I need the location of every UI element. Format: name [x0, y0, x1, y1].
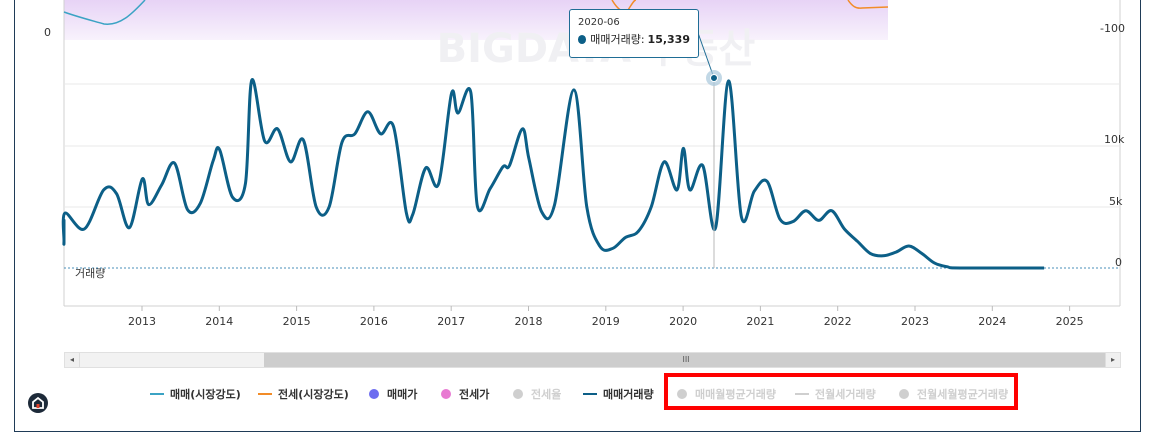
y-axis-title: 거래량	[75, 267, 105, 280]
legend: 매매(시장강도) 전세(시장강도) 매매가 전세가 전세율 매매거래량 매매월평…	[0, 383, 1154, 407]
legend-item-rent-monthly-avg[interactable]: 전월세월평균거래량	[899, 383, 1008, 405]
legend-label: 매매월평균거래량	[695, 388, 776, 401]
legend-item-buy-strength[interactable]: 매매(시장강도)	[150, 383, 241, 405]
legend-dot-icon	[441, 389, 451, 399]
tooltip-pointer	[696, 29, 715, 79]
legend-dot-icon	[369, 389, 379, 399]
scroll-left-arrow-icon[interactable]: ◂	[65, 353, 80, 367]
legend-dot-icon	[677, 389, 687, 399]
legend-line-icon	[583, 393, 597, 395]
legend-label: 전세율	[531, 388, 562, 401]
market-strength-panel	[64, 0, 888, 40]
tooltip-date: 2020-06	[578, 17, 620, 28]
legend-item-jeonse-ratio[interactable]: 전세율	[513, 383, 561, 405]
right-y-tick-10k: 10k	[1104, 133, 1125, 146]
legend-item-sale-price[interactable]: 매매가	[369, 383, 417, 405]
x-tick-label: 2015	[283, 315, 311, 328]
x-tick-label: 2023	[901, 315, 929, 328]
legend-label: 매매(시장강도)	[170, 388, 241, 401]
tooltip-row: 매매거래량:15,339	[578, 31, 690, 47]
x-tick-label: 2022	[824, 315, 852, 328]
legend-item-rent-trade[interactable]: 전월세거래량	[795, 383, 876, 405]
legend-dot-icon	[899, 389, 909, 399]
right-y-tick-0: 0	[1115, 256, 1122, 269]
legend-label: 매매거래량	[603, 388, 654, 401]
x-tick-label: 2024	[978, 315, 1006, 328]
x-tick-label: 2013	[128, 315, 156, 328]
legend-dot-icon	[513, 389, 523, 399]
x-tick-label: 2019	[592, 315, 620, 328]
x-tick-label: 2018	[515, 315, 543, 328]
x-tick-label: 2025	[1056, 315, 1084, 328]
legend-item-monthly-avg-trade[interactable]: 매매월평균거래량	[677, 383, 776, 405]
x-tick-label: 2016	[360, 315, 388, 328]
highlight-box	[664, 373, 1018, 410]
x-tick-label: 2014	[205, 315, 233, 328]
legend-line-icon	[258, 393, 272, 395]
horizontal-scrollbar[interactable]: ◂ III ▸	[64, 352, 1121, 368]
market-strength-rent-line-b	[847, 0, 889, 9]
home-icon[interactable]	[28, 393, 48, 413]
scroll-right-arrow-icon[interactable]: ▸	[1105, 353, 1120, 367]
x-tick-label: 2020	[669, 315, 697, 328]
legend-label: 전월세거래량	[815, 388, 876, 401]
tooltip: 2020-06 매매거래량:15,339	[569, 9, 699, 58]
legend-label: 전세(시장강도)	[278, 388, 349, 401]
legend-line-icon	[150, 393, 164, 395]
x-axis-ticks: 2013 2014 2015 2016 2017 2018 2019 2020 2021 2022…	[128, 306, 1084, 328]
legend-item-rent-strength[interactable]: 전세(시장강도)	[258, 383, 349, 405]
market-strength-buy-line	[63, 0, 146, 25]
x-tick-label: 2021	[746, 315, 774, 328]
tooltip-value: 15,339	[647, 32, 690, 46]
legend-label: 전세가	[459, 388, 490, 401]
tooltip-series-dot-icon	[578, 34, 587, 44]
right-y-tick-minus100: -100	[1100, 22, 1125, 35]
legend-item-trade-volume[interactable]: 매매거래량	[583, 383, 654, 405]
right-y-tick-5k: 5k	[1109, 195, 1123, 208]
hover-point[interactable]	[710, 74, 718, 82]
series-line-trade-volume	[61, 78, 1045, 270]
tooltip-series-name: 매매거래량	[590, 33, 641, 46]
legend-line-icon	[795, 393, 809, 395]
x-tick-label: 2017	[437, 315, 465, 328]
legend-label: 전월세월평균거래량	[917, 388, 1009, 401]
legend-label: 매매가	[387, 388, 418, 401]
left-y-tick-0: 0	[44, 26, 51, 39]
legend-item-jeonse-price[interactable]: 전세가	[441, 383, 489, 405]
scroll-thumb[interactable]: III	[264, 353, 1108, 367]
